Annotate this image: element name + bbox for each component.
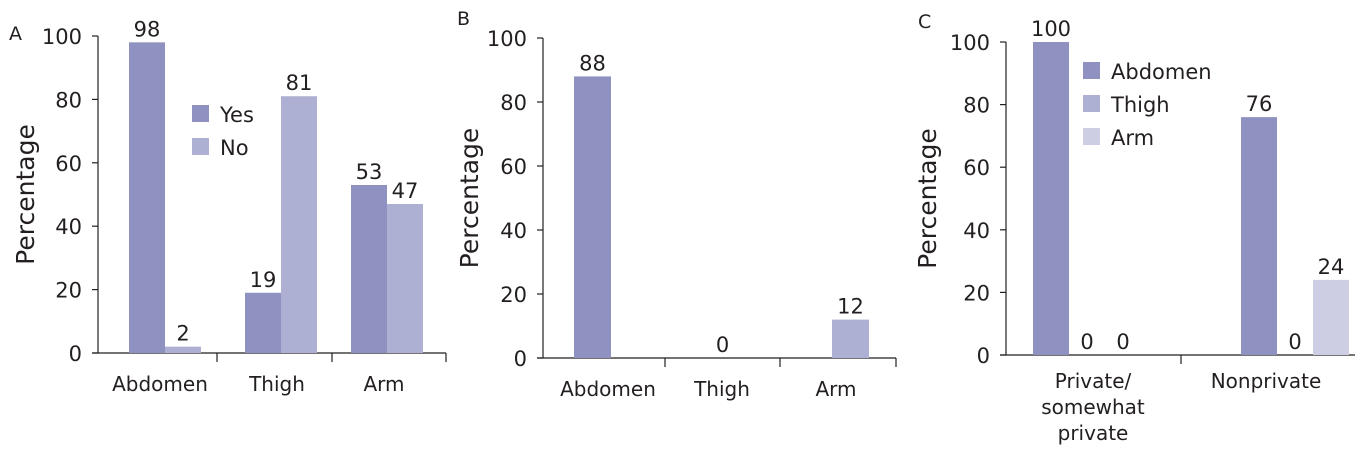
data-label: 47 [392,179,419,203]
y-tick-label: 80 [500,91,527,115]
panel-a-bars: 98 19 53 2 81 47 Yes No [129,17,423,354]
data-label: 0 [1116,330,1129,354]
data-label: 0 [1288,330,1301,354]
bar-abdomen [1033,42,1069,355]
data-label: 81 [286,71,313,95]
y-tick-label: 20 [963,281,990,305]
panel-letter: A [9,23,22,45]
y-tick-label: 60 [55,152,82,176]
bar [574,76,611,359]
y-tick-label: 20 [500,283,527,307]
bar-abdomen [1241,117,1277,356]
data-label: 88 [579,51,606,75]
x-category-label: somewhat [1041,395,1145,419]
x-category-label: Abdomen [112,372,208,396]
data-label: 19 [250,268,277,292]
legend: Yes No [192,103,254,160]
x-category-label: Arm [815,377,856,401]
y-tick-label: 100 [487,27,527,51]
x-category-label: Thigh [248,372,305,396]
data-label: 53 [356,160,383,184]
data-label: 2 [176,322,189,346]
bar-arm [1313,279,1349,355]
legend-swatch [192,105,209,122]
y-tick-label: 80 [963,94,990,118]
bar-no [387,204,423,353]
legend-swatch [1083,62,1100,79]
y-tick-label: 0 [977,344,990,368]
data-label: 24 [1318,255,1345,279]
panel-letter: C [918,11,931,33]
panel-b-bars: 88 0 12 [574,51,869,359]
data-label: 0 [716,333,729,357]
bar-no [281,96,317,353]
legend-label: Arm [1111,126,1154,150]
x-category-label: Nonprivate [1211,369,1322,393]
y-tick-label: 60 [500,155,527,179]
panel-c: C Percentage 0 20 40 60 80 100 Private/somewhatp… [913,11,1355,445]
y-tick-label: 40 [500,219,527,243]
data-label: 98 [134,17,161,41]
bar-no [165,346,201,353]
legend-swatch [1083,128,1100,145]
bar-yes [129,42,165,354]
legend-label: Thigh [1110,93,1170,117]
x-category-label: Arm [363,372,404,396]
legend-label: Abdomen [1111,60,1212,84]
y-tick-label: 0 [514,347,527,371]
panel-b: B Percentage 0 20 40 60 80 100 Abdomen Thigh Arm [455,8,897,401]
data-label: 100 [1031,17,1071,41]
legend-label: No [220,136,249,160]
x-category-label: Thigh [693,377,750,401]
y-axis-label: Percentage [11,124,40,265]
bar-yes [245,292,281,353]
y-tick-label: 40 [963,219,990,243]
y-tick-label: 80 [55,88,82,112]
y-tick-label: 100 [950,31,990,55]
y-tick-label: 60 [963,156,990,180]
bar-yes [351,184,387,353]
x-category-label: Private/ [1055,369,1132,393]
y-tick-label: 0 [69,342,82,366]
y-tick-label: 20 [55,279,82,303]
y-axis-label: Percentage [913,128,942,269]
x-category-label: Abdomen [560,377,656,401]
x-category-label: private [1058,421,1129,445]
bar [832,319,869,358]
legend-swatch [1083,95,1100,112]
legend-label: Yes [219,103,254,127]
data-label: 0 [1080,330,1093,354]
data-label: 12 [837,295,864,319]
y-tick-label: 40 [55,215,82,239]
y-tick-label: 100 [42,25,82,49]
legend: Abdomen Thigh Arm [1083,60,1212,150]
legend-swatch [192,138,209,155]
y-axis-label: Percentage [455,128,484,269]
data-label: 76 [1246,92,1273,116]
panel-letter: B [457,8,470,30]
panel-a: A Percentage 0 20 40 60 80 100 Abdomen Thigh Arm [9,23,447,396]
